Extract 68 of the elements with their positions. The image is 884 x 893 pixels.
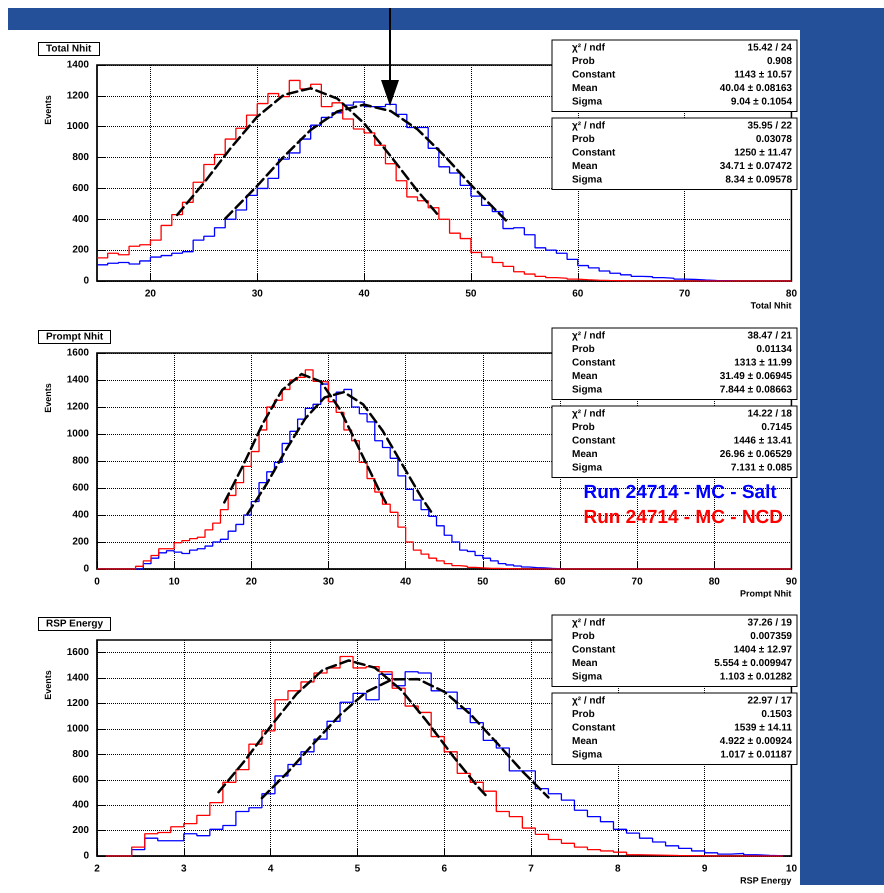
y-axis-title: Events	[43, 383, 53, 413]
y-tick-label: 1400	[66, 672, 90, 684]
y-tick-label: 600	[72, 482, 90, 494]
x-tick-label: 80	[786, 288, 798, 300]
x-tick-label: 40	[358, 288, 370, 300]
x-tick-label: 90	[786, 576, 798, 588]
y-tick-label: 0	[83, 276, 90, 286]
x-tick-label: 0	[94, 576, 100, 588]
x-tick-label: 4	[268, 864, 274, 874]
x-tick-label: 10	[168, 576, 180, 588]
y-tick-label: 1000	[66, 428, 90, 440]
y-tick-label: 600	[72, 774, 90, 786]
x-tick-label: 50	[465, 288, 477, 300]
text: χ² / ndf 37.26 / 19 Prob 0.007359 Constant 1404 ± 12.97 Mean 5.554 ± 0.009947 Sigma 1.103 ± 0.01282	[572, 618, 792, 682]
x-tick-label: 20	[144, 288, 156, 300]
x-tick-label: 10	[786, 864, 798, 874]
x-tick-label: 30	[252, 288, 264, 300]
text: Run 24714 - MC - NCD	[583, 507, 784, 528]
y-axis-title: Events	[43, 670, 53, 700]
text: χ² / ndf 35.95 / 22 Prob 0.03078 Constant 1250 ± 11.47 Mean 34.71 ± 0.07472 Sigma 8.34 ± 0.09578	[572, 120, 792, 186]
x-tick-label: 40	[400, 576, 412, 588]
x-tick-label: 60	[572, 288, 584, 300]
x-tick-label: 6	[441, 864, 448, 874]
x-axis-title: Total Nhit	[750, 300, 792, 310]
text: χ² / ndf 38.47 / 21 Prob 0.01134 Constant 1313 ± 11.99 Mean 31.49 ± 0.06945 Sigma 7.844 ± 0.08663	[572, 330, 792, 396]
x-tick-label: 80	[708, 576, 720, 588]
x-tick-label: 2	[94, 864, 100, 874]
chart-title: RSP Energy	[46, 618, 104, 630]
text: Run 24714 - MC - Salt	[583, 482, 778, 503]
y-tick-label: 800	[72, 456, 90, 466]
text: χ² / ndf 14.22 / 18 Prob 0.7145 Constant 1446 ± 13.41 Mean 26.96 ± 0.06529 Sigma 7.131 ± 0.085	[572, 408, 792, 474]
y-tick-label: 0	[83, 850, 90, 862]
y-tick-label: 1600	[66, 348, 90, 358]
chart-title: Prompt Nhit	[46, 332, 104, 342]
y-tick-label: 1400	[66, 374, 90, 386]
x-tick-label: 70	[679, 288, 691, 300]
y-tick-label: 400	[72, 510, 90, 520]
x-tick-label: 3	[181, 864, 188, 874]
x-tick-label: 50	[477, 576, 489, 588]
x-tick-label: 30	[322, 576, 334, 588]
x-tick-label: 5	[354, 864, 361, 874]
x-tick-label: 9	[702, 864, 708, 874]
x-tick-label: 7	[528, 864, 534, 874]
y-tick-label: 200	[72, 536, 90, 548]
y-tick-label: 1000	[66, 723, 90, 734]
y-tick-label: 1200	[66, 90, 90, 102]
x-tick-label: 60	[554, 576, 566, 588]
x-tick-label: 70	[632, 576, 644, 588]
y-tick-label: 1000	[66, 121, 90, 132]
y-tick-label: 1600	[66, 647, 90, 658]
y-tick-label: 200	[72, 825, 90, 836]
y-tick-label: 600	[72, 182, 90, 194]
y-tick-label: 400	[72, 800, 90, 811]
y-tick-label: 200	[72, 244, 90, 256]
y-tick-label: 1200	[66, 698, 90, 710]
x-axis-title: Prompt Nhit	[740, 588, 792, 598]
y-tick-label: 800	[72, 748, 90, 760]
y-tick-label: 0	[83, 564, 90, 574]
y-tick-label: 1400	[66, 60, 90, 70]
x-tick-label: 20	[246, 576, 258, 588]
y-tick-label: 800	[72, 152, 90, 164]
y-axis-title: Events	[43, 95, 53, 125]
text: χ² / ndf 22.97 / 17 Prob 0.1503 Constant 1539 ± 14.11 Mean 4.922 ± 0.00924 Sigma 1.017 ± 0.01187	[572, 696, 792, 760]
x-tick-label: 8	[615, 864, 622, 874]
text: χ² / ndf 15.42 / 24 Prob 0.908 Constant 1143 ± 10.57 Mean 40.04 ± 0.08163 Sigma 9.04 ± 0.1054	[572, 42, 792, 108]
y-tick-label: 400	[72, 214, 90, 225]
y-tick-label: 1200	[66, 402, 90, 412]
chart-title: Total Nhit	[46, 44, 92, 54]
